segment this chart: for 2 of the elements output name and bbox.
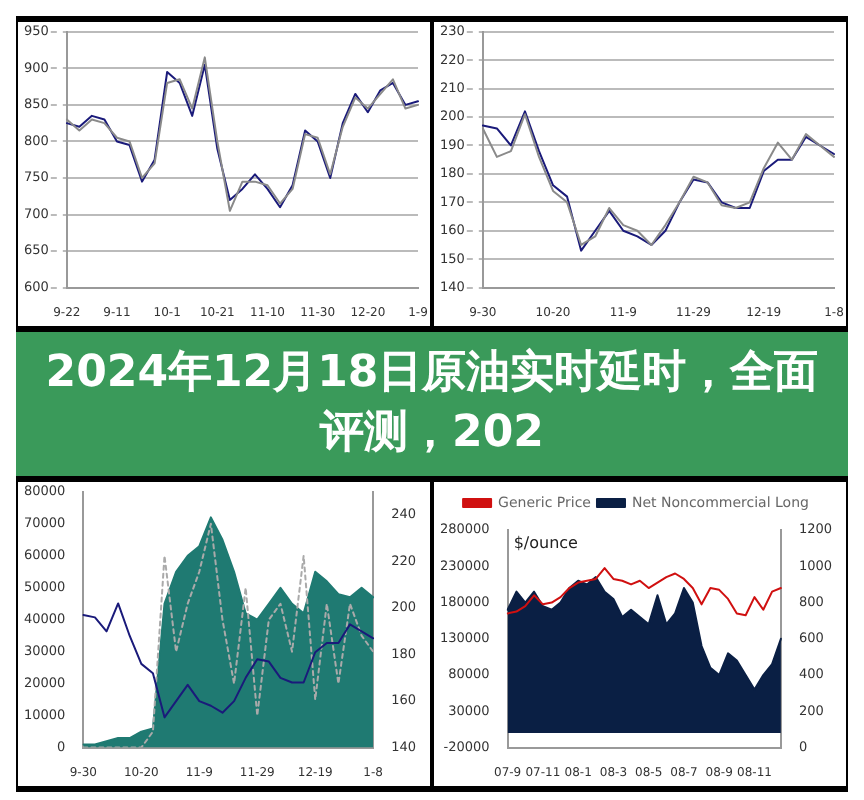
text: 2024年12月18日原油实时延时，全面评测，202 (43, 346, 821, 462)
y-axis-title: $/ounce (513, 534, 579, 553)
